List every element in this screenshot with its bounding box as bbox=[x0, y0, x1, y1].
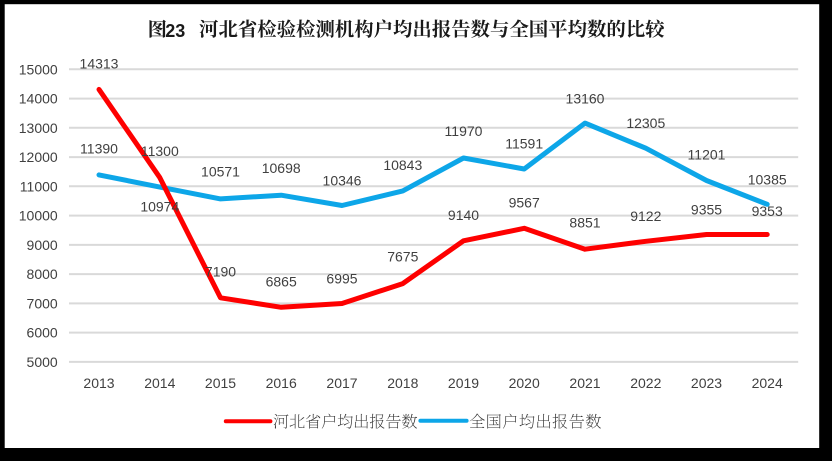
svg-text:2024: 2024 bbox=[752, 375, 783, 391]
svg-text:2018: 2018 bbox=[387, 375, 418, 391]
svg-text:12305: 12305 bbox=[626, 115, 665, 131]
svg-text:2022: 2022 bbox=[630, 375, 661, 391]
svg-text:10974: 10974 bbox=[140, 199, 179, 215]
svg-text:7000: 7000 bbox=[27, 295, 58, 311]
svg-text:11300: 11300 bbox=[141, 143, 179, 159]
svg-text:9000: 9000 bbox=[27, 237, 58, 253]
svg-text:10385: 10385 bbox=[748, 171, 787, 187]
svg-text:10571: 10571 bbox=[201, 164, 240, 180]
svg-text:15000: 15000 bbox=[19, 61, 58, 77]
svg-text:9122: 9122 bbox=[630, 208, 661, 224]
svg-text:11201: 11201 bbox=[688, 146, 726, 162]
svg-text:10698: 10698 bbox=[262, 160, 301, 176]
svg-text:2020: 2020 bbox=[509, 375, 540, 391]
svg-text:13160: 13160 bbox=[566, 90, 605, 106]
svg-text:6865: 6865 bbox=[266, 274, 297, 290]
svg-text:10000: 10000 bbox=[19, 208, 58, 224]
svg-text:6000: 6000 bbox=[27, 325, 58, 341]
svg-text:2015: 2015 bbox=[205, 375, 236, 391]
svg-text:10843: 10843 bbox=[383, 157, 422, 173]
svg-text:9567: 9567 bbox=[509, 195, 540, 211]
svg-text:13000: 13000 bbox=[19, 120, 58, 136]
svg-text:2019: 2019 bbox=[448, 375, 479, 391]
svg-text:9355: 9355 bbox=[691, 202, 722, 218]
svg-text:2023: 2023 bbox=[691, 375, 722, 391]
svg-text:2013: 2013 bbox=[83, 375, 114, 391]
svg-text:6995: 6995 bbox=[326, 271, 357, 287]
svg-text:14000: 14000 bbox=[19, 91, 58, 107]
svg-text:7675: 7675 bbox=[387, 249, 418, 265]
svg-text:12000: 12000 bbox=[19, 149, 58, 165]
svg-text:23: 23 bbox=[165, 21, 185, 41]
svg-text:2021: 2021 bbox=[569, 375, 600, 391]
svg-text:11000: 11000 bbox=[20, 178, 58, 194]
svg-text:11390: 11390 bbox=[80, 141, 118, 157]
svg-text:11970: 11970 bbox=[445, 123, 483, 139]
svg-text:8000: 8000 bbox=[27, 266, 58, 282]
svg-text:14313: 14313 bbox=[80, 56, 119, 72]
svg-text:9353: 9353 bbox=[752, 203, 783, 219]
svg-text:2014: 2014 bbox=[144, 375, 175, 391]
svg-text:2017: 2017 bbox=[326, 375, 357, 391]
svg-text:10346: 10346 bbox=[323, 173, 362, 189]
svg-text:8851: 8851 bbox=[569, 215, 600, 231]
svg-text:5000: 5000 bbox=[27, 354, 58, 370]
svg-text:9140: 9140 bbox=[448, 207, 479, 223]
svg-text:7190: 7190 bbox=[205, 264, 236, 280]
svg-text:11591: 11591 bbox=[505, 136, 543, 152]
svg-text:2016: 2016 bbox=[266, 375, 297, 391]
